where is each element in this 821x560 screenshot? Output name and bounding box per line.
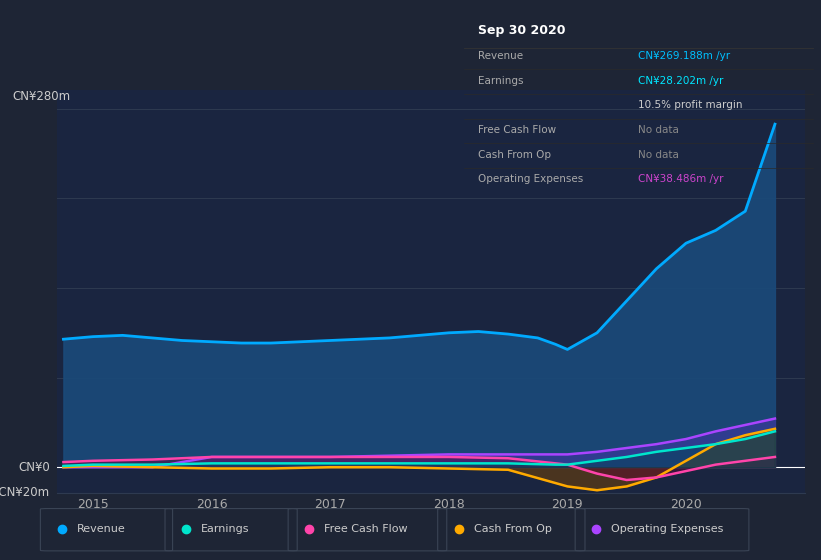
Text: CN¥269.188m /yr: CN¥269.188m /yr: [639, 52, 731, 61]
Text: CN¥280m: CN¥280m: [12, 90, 71, 102]
Text: Cash From Op: Cash From Op: [478, 150, 551, 160]
Text: Free Cash Flow: Free Cash Flow: [478, 125, 556, 135]
Text: CN¥28.202m /yr: CN¥28.202m /yr: [639, 76, 723, 86]
Text: 10.5% profit margin: 10.5% profit margin: [639, 100, 743, 110]
Text: Operating Expenses: Operating Expenses: [478, 174, 583, 184]
Text: Operating Expenses: Operating Expenses: [612, 524, 724, 534]
Text: Earnings: Earnings: [478, 76, 523, 86]
Text: No data: No data: [639, 150, 679, 160]
Text: Cash From Op: Cash From Op: [474, 524, 552, 534]
Text: Earnings: Earnings: [201, 524, 250, 534]
Text: Revenue: Revenue: [76, 524, 126, 534]
Text: Free Cash Flow: Free Cash Flow: [324, 524, 408, 534]
Text: No data: No data: [639, 125, 679, 135]
Text: Sep 30 2020: Sep 30 2020: [478, 24, 566, 37]
Text: CN¥38.486m /yr: CN¥38.486m /yr: [639, 174, 724, 184]
Text: CN¥0: CN¥0: [18, 461, 50, 474]
Text: Revenue: Revenue: [478, 52, 523, 61]
Text: -CN¥20m: -CN¥20m: [0, 486, 50, 500]
